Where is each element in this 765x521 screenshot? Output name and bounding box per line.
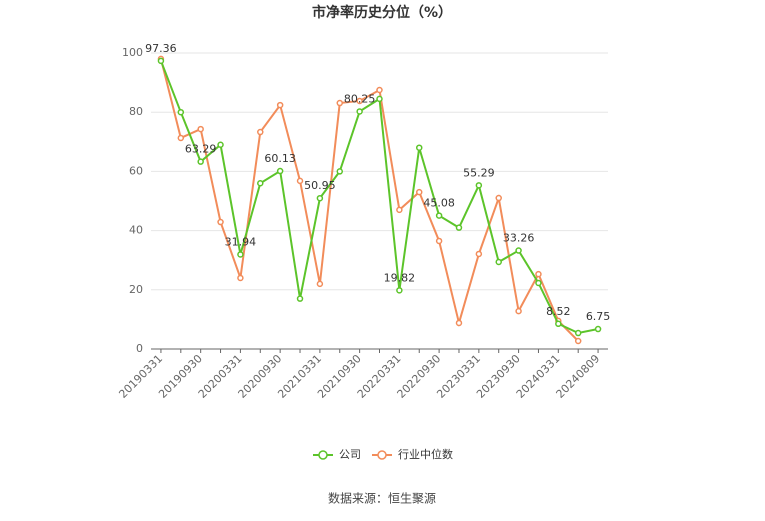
data-point (316, 280, 324, 288)
data-point (396, 206, 403, 214)
data-point (376, 86, 383, 94)
chart-title: 市净率历史分位（%） (312, 4, 452, 21)
data-label: 63.29 (185, 143, 217, 156)
data-point (475, 182, 483, 189)
legend-marker (318, 450, 328, 460)
data-point (535, 279, 542, 287)
data-label: 33.26 (503, 232, 535, 245)
x-tick-label: 20240809 (554, 352, 603, 401)
data-point (574, 329, 582, 337)
data-point (535, 270, 542, 278)
y-tick-label: 20 (129, 283, 143, 296)
data-label: 31.94 (225, 235, 257, 248)
data-label: 8.52 (546, 305, 571, 318)
data-point (237, 274, 244, 282)
data-point (237, 251, 244, 258)
data-label: 80.25 (344, 92, 376, 105)
data-point (296, 177, 304, 185)
data-label: 6.75 (586, 310, 611, 323)
y-tick-label: 60 (129, 164, 143, 177)
data-point (177, 134, 185, 142)
data-point (217, 141, 224, 149)
data-point (376, 95, 383, 103)
series-line (159, 58, 579, 342)
data-label: 97.36 (145, 42, 177, 55)
data-point (594, 325, 602, 333)
y-tick-label: 0 (136, 342, 143, 355)
legend-marker (377, 450, 387, 460)
data-point (197, 125, 204, 133)
data-point (257, 128, 264, 136)
data-point (435, 237, 443, 245)
data-point (555, 320, 562, 328)
data-point (157, 57, 165, 65)
data-label: 19.82 (384, 271, 416, 284)
legend-label: 行业中位数 (398, 447, 453, 461)
data-point (396, 287, 403, 294)
data-point (316, 194, 324, 202)
data-point (475, 250, 483, 258)
data-point (276, 167, 284, 175)
data-point (197, 158, 204, 165)
data-point (515, 307, 522, 315)
y-tick-label: 40 (129, 224, 143, 237)
data-point (515, 247, 522, 254)
data-label: 50.95 (304, 179, 336, 192)
data-label: 55.29 (463, 166, 495, 179)
data-point (336, 168, 344, 175)
data-point (574, 337, 582, 345)
data-point (296, 295, 304, 302)
data-label: 60.13 (264, 152, 296, 165)
data-point (356, 108, 363, 115)
data-point (257, 179, 264, 187)
data-point (415, 144, 423, 151)
data-point (455, 224, 463, 231)
data-point (495, 258, 502, 266)
data-point (415, 188, 423, 196)
data-point (276, 101, 284, 109)
y-tick-label: 80 (129, 105, 143, 118)
data-point (336, 99, 344, 107)
data-point (455, 319, 463, 327)
data-point (217, 218, 224, 226)
legend-label: 公司 (339, 448, 361, 461)
data-point (356, 97, 363, 105)
data-point (435, 212, 443, 219)
data-point (177, 108, 185, 116)
data-point (495, 194, 502, 202)
data-label: 45.08 (423, 197, 455, 210)
y-tick-label: 100 (122, 46, 143, 59)
source: 数据来源：恒生聚源 (328, 491, 436, 506)
